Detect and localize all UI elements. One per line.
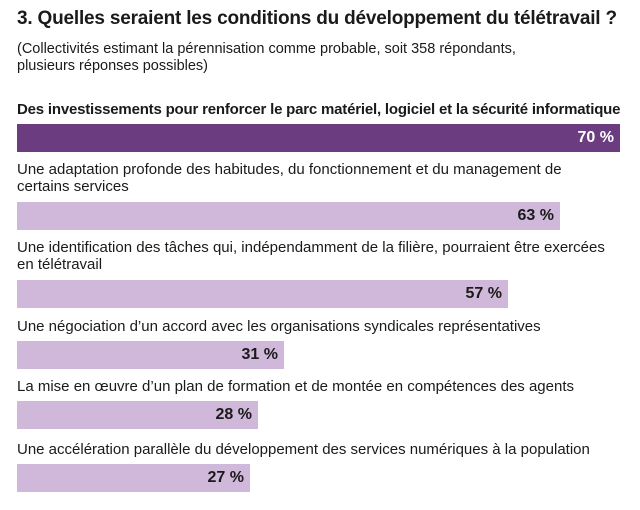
category-label: Une identification des tâches qui, indép…	[17, 239, 605, 273]
bar	[17, 202, 560, 230]
value-label: 27 %	[207, 469, 244, 486]
value-label: 28 %	[215, 406, 252, 423]
bar	[17, 280, 508, 308]
value-label: 70 %	[577, 129, 614, 146]
value-label: 57 %	[465, 285, 502, 302]
value-label: 63 %	[517, 207, 554, 224]
category-label: Une adaptation profonde des habitudes, d…	[17, 161, 562, 195]
chart-title: 3. Quelles seraient les conditions du dé…	[17, 8, 617, 29]
chart-subtitle: (Collectivités estimant la pérennisation…	[17, 41, 516, 74]
bar	[17, 341, 284, 369]
bar	[17, 124, 620, 152]
category-label: La mise en œuvre d’un plan de formation …	[17, 378, 574, 395]
bar	[17, 464, 250, 492]
category-label: Une négociation d’un accord avec les org…	[17, 318, 541, 335]
category-label: Une accélération parallèle du développem…	[17, 441, 590, 458]
category-label: Des investissements pour renforcer le pa…	[17, 101, 621, 118]
value-label: 31 %	[241, 346, 278, 363]
bar	[17, 401, 258, 429]
